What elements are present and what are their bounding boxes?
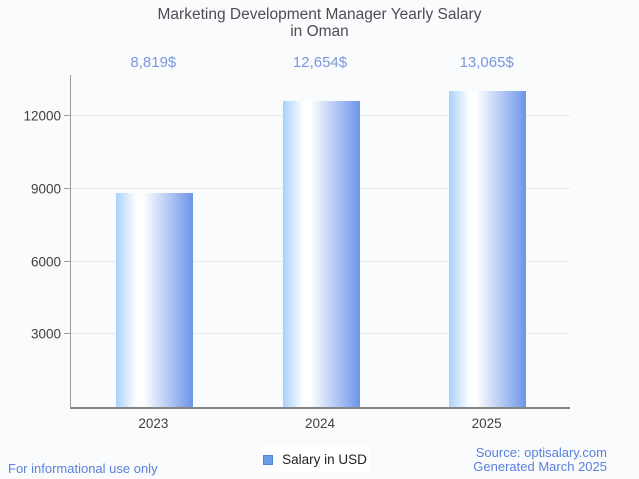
y-tick-mark-6000 xyxy=(64,261,70,262)
footer-source-link[interactable]: Source: optisalary.com xyxy=(475,445,607,460)
footer-disclaimer: For informational use only xyxy=(8,461,158,476)
x-tick-label-2025: 2025 xyxy=(471,416,502,431)
y-tick-mark-3000 xyxy=(64,333,70,334)
legend-label: Salary in USD xyxy=(282,452,367,467)
chart-title-line-1: Marketing Development Manager Yearly Sal… xyxy=(157,6,482,23)
value-label-2024: 12,654$ xyxy=(292,54,348,71)
chart-title: Marketing Development Manager Yearly Sal… xyxy=(0,6,639,40)
y-tick-label-9000: 9000 xyxy=(30,181,61,197)
plot-area: 3000 6000 9000 12000 xyxy=(23,75,570,409)
value-labels-row: 8,819$ 12,654$ 13,065$ xyxy=(70,54,570,74)
value-label-2025: 13,065$ xyxy=(459,54,514,71)
bar-2025 xyxy=(449,91,526,407)
x-tick-label-2023: 2023 xyxy=(138,416,169,431)
x-tick-label-2024: 2024 xyxy=(304,416,336,431)
y-tick-label-12000: 12000 xyxy=(23,108,61,124)
bar-2023 xyxy=(116,193,193,407)
footer-attribution: Source: optisalary.com Generated March 2… xyxy=(473,446,607,473)
value-label-2023: 8,819$ xyxy=(130,54,177,71)
y-tick-label-6000: 6000 xyxy=(30,254,61,270)
legend: Salary in USD xyxy=(260,446,370,473)
legend-swatch-icon xyxy=(263,454,274,465)
chart-title-line-2: in Oman xyxy=(290,23,349,40)
y-tick-mark-9000 xyxy=(64,188,70,189)
bar-2024 xyxy=(283,101,360,407)
y-tick-mark-12000 xyxy=(64,115,70,116)
x-axis-labels-row: 2023 2024 2025 xyxy=(70,416,570,434)
y-tick-label-3000: 3000 xyxy=(30,326,61,342)
footer-generated-date: Generated March 2025 xyxy=(473,458,607,474)
